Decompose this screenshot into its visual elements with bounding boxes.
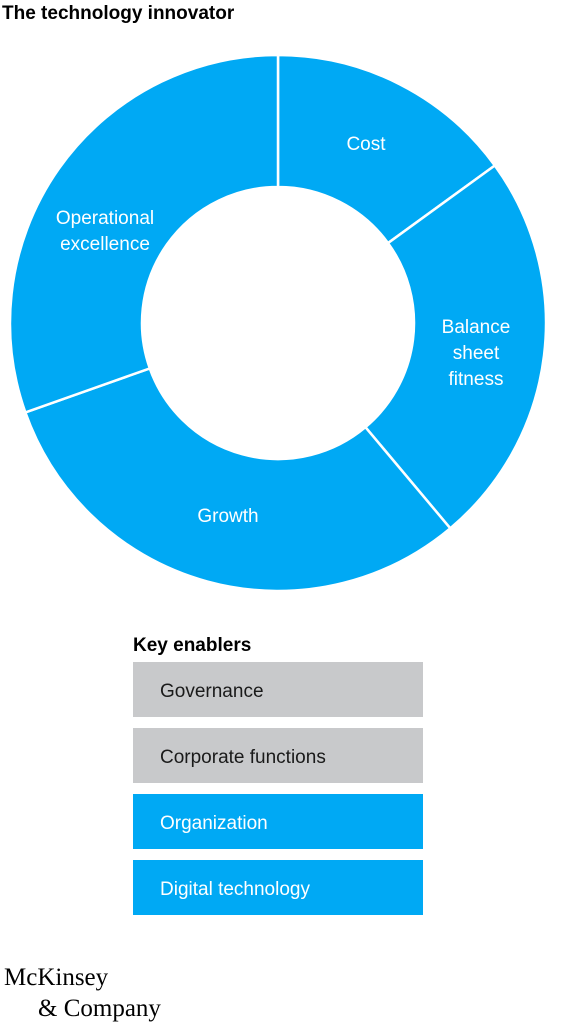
enabler-box [133, 794, 423, 849]
enabler-box [133, 860, 423, 915]
donut-segment [8, 53, 280, 415]
segment-label: fitness [449, 369, 504, 390]
segment-label: excellence [60, 234, 150, 255]
logo-line: McKinsey [4, 964, 109, 991]
donut: Cost Balance sheet fitness Growth Operational… [8, 53, 548, 593]
segment-label: Operational [56, 208, 154, 229]
segment-label: Growth [197, 506, 258, 527]
segment-label: Balance [442, 317, 511, 338]
enablers-title: Key enablers [133, 635, 251, 656]
title: The technology innovator [2, 3, 235, 24]
segment-label: sheet [453, 343, 500, 364]
enabler-label: Organization [160, 813, 268, 834]
enabler-label: Governance [160, 681, 264, 702]
donut-segment [363, 163, 548, 531]
donut-segment [23, 366, 453, 593]
logo-line: & Company [38, 995, 161, 1022]
enabler-box [133, 662, 423, 717]
enabler-label: Digital technology [160, 879, 310, 900]
enabler-label: Corporate functions [160, 747, 326, 768]
donut-segment [276, 53, 497, 245]
enabler-box [133, 728, 423, 783]
enablers: Governance Corporate functions Organizatio… [133, 662, 423, 915]
segment-label: Cost [346, 134, 386, 155]
